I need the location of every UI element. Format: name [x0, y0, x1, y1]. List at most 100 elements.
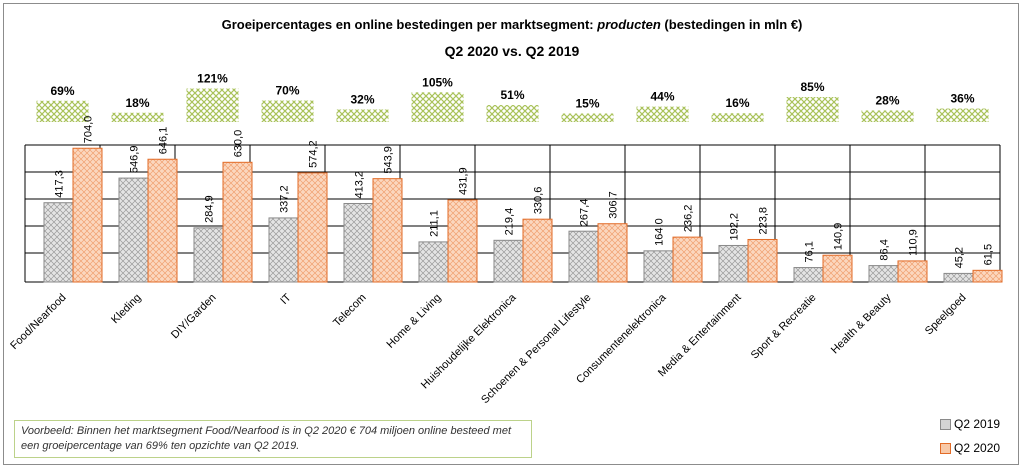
bar-q2020 — [747, 238, 778, 283]
value-label-q2019: 546,9 — [129, 146, 141, 174]
bar-q2020 — [72, 147, 103, 283]
category-label: Health & Beauty — [829, 291, 894, 356]
bar-q2019 — [418, 241, 449, 283]
legend-swatch-q2019 — [940, 418, 951, 430]
growth-label: 28% — [875, 93, 899, 107]
bar-q2019 — [268, 217, 299, 283]
bar-q2019 — [43, 202, 74, 283]
value-label-q2019: 413,2 — [354, 171, 366, 199]
bar-q2019 — [193, 227, 224, 283]
chart-subtitle: Q2 2020 vs. Q2 2019 — [444, 43, 580, 59]
value-label-q2020: 306,7 — [608, 191, 620, 219]
growth-bar — [411, 92, 464, 122]
growth-label: 70% — [275, 84, 299, 98]
example-note: Voorbeeld: Binnen het marktsegment Food/… — [14, 420, 532, 458]
value-label-q2020: 140,9 — [833, 223, 845, 251]
category-labels: Food/Nearfood Kleding DIY/Garden IT Telecom H… — [8, 291, 968, 406]
growth-bar — [636, 106, 689, 122]
bar-q2019 — [793, 267, 824, 283]
value-label-q2019: 219,4 — [504, 208, 516, 236]
bar-q2019 — [868, 265, 899, 283]
legend-item-q2020: Q2 2020 — [940, 436, 1000, 460]
value-label-q2019: 211,1 — [429, 210, 441, 237]
bar-q2020 — [897, 260, 928, 283]
legend-item-q2019: Q2 2019 — [940, 412, 1000, 436]
data-bars — [43, 147, 1003, 283]
growth-label: 16% — [725, 96, 749, 110]
value-label-q2020: 431,9 — [458, 167, 470, 195]
growth-bar — [111, 112, 164, 122]
growth-bar — [936, 108, 989, 122]
growth-bar — [861, 110, 914, 122]
category-label: Food/Nearfood — [8, 292, 68, 352]
category-label: DIY/Garden — [169, 292, 219, 342]
bar-q2020 — [822, 254, 853, 283]
value-label-q2020: 110,9 — [908, 229, 920, 256]
category-label: Telecom — [331, 292, 368, 329]
title-main: Groeipercentages en online bestedingen p… — [221, 17, 598, 32]
value-label-q2019: 284,9 — [204, 195, 216, 223]
chart-title: Groeipercentages en online bestedingen p… — [0, 17, 1024, 32]
bar-q2020 — [447, 199, 478, 283]
bar-q2019 — [718, 244, 749, 283]
bar-q2019 — [493, 239, 524, 283]
value-label-q2019: 45,2 — [954, 247, 966, 268]
growth-label: 44% — [650, 90, 674, 104]
bar-q2019 — [568, 230, 599, 283]
legend-label-q2019: Q2 2019 — [954, 417, 1001, 431]
value-label-q2019: 267,4 — [579, 199, 591, 227]
title-suffix: (bestedingen in mln €) — [660, 17, 803, 32]
growth-bar — [486, 105, 539, 122]
value-label-q2019: 164,0 — [654, 218, 666, 246]
bar-q2020 — [522, 218, 553, 283]
legend-swatch-q2020 — [940, 442, 951, 454]
growth-label: 32% — [350, 92, 374, 106]
value-label-q2020: 223,8 — [758, 207, 770, 235]
growth-bar — [561, 113, 614, 122]
legend: Q2 2019 Q2 2020 — [940, 412, 1000, 460]
category-label: IT — [278, 291, 294, 307]
value-label-q2020: 61,5 — [983, 244, 995, 265]
value-label-q2019: 86,4 — [879, 239, 891, 260]
bar-q2020 — [147, 158, 178, 283]
value-label-q2020: 574,2 — [308, 140, 320, 168]
growth-label: 69% — [50, 84, 74, 98]
value-label-q2019: 417,3 — [54, 170, 66, 198]
growth-bar — [261, 100, 314, 122]
category-label: Speelgoed — [923, 292, 969, 338]
growth-label: 51% — [500, 88, 524, 102]
growth-label: 36% — [950, 92, 974, 106]
growth-label: 15% — [575, 96, 599, 110]
category-label: Media & Entertainment — [656, 292, 744, 380]
data-labels: 417,3 704,0 546,9 646,1 284,9 630,0 337,2 574,2… — [54, 116, 995, 269]
bar-q2019 — [343, 202, 374, 283]
value-label-q2019: 76,1 — [804, 241, 816, 262]
growth-label: 121% — [197, 72, 228, 86]
legend-label-q2020: Q2 2020 — [954, 441, 1001, 455]
bar-q2020 — [222, 161, 253, 283]
value-label-q2019: 337,2 — [279, 185, 291, 213]
bar-q2020 — [597, 223, 628, 283]
bar-q2020 — [372, 178, 403, 283]
category-label: Sport & Recreatie — [749, 292, 819, 362]
bar-q2019 — [118, 177, 149, 283]
growth-bar — [711, 113, 764, 122]
growth-label: 85% — [800, 80, 824, 94]
value-label-q2020: 704,0 — [83, 116, 95, 144]
title-italic: producten — [597, 17, 661, 32]
value-label-q2019: 192,2 — [729, 213, 741, 241]
bar-q2019 — [943, 272, 974, 283]
category-label: Home & Living — [385, 292, 444, 351]
category-label: Kleding — [109, 292, 143, 326]
growth-label: 18% — [125, 96, 149, 110]
growth-bar — [36, 100, 89, 122]
growth-bar — [186, 88, 239, 122]
bar-q2020 — [297, 172, 328, 283]
bar-q2020 — [672, 236, 703, 283]
value-label-q2020: 630,0 — [233, 130, 245, 158]
growth-bar — [336, 109, 389, 122]
value-label-q2020: 330,6 — [533, 187, 545, 215]
value-label-q2020: 543,9 — [383, 146, 395, 174]
bar-q2020 — [972, 269, 1003, 283]
